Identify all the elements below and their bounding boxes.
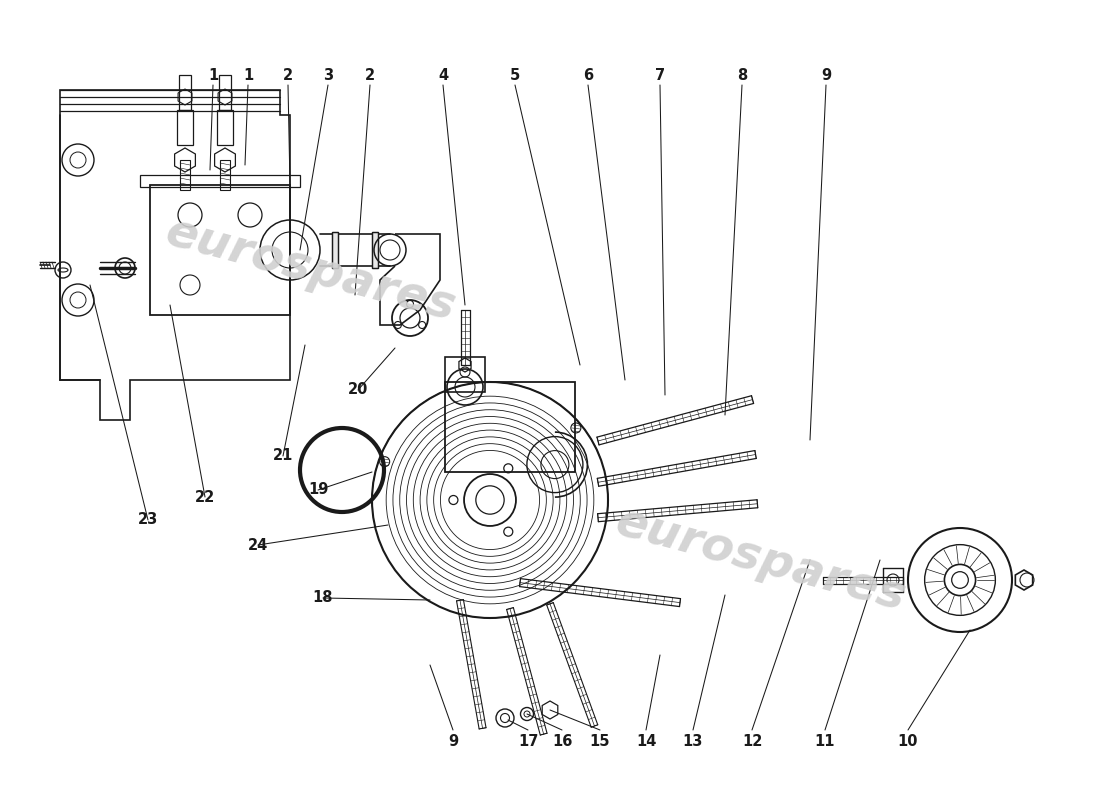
- Text: 4: 4: [438, 67, 448, 82]
- Text: 8: 8: [737, 67, 747, 82]
- Text: 14: 14: [636, 734, 657, 750]
- Text: 24: 24: [248, 538, 268, 553]
- Text: 12: 12: [741, 734, 762, 750]
- Text: 7: 7: [654, 67, 666, 82]
- FancyBboxPatch shape: [372, 232, 378, 268]
- Text: 16: 16: [552, 734, 572, 750]
- Text: 5: 5: [510, 67, 520, 82]
- Text: 9: 9: [821, 67, 832, 82]
- Text: 21: 21: [273, 449, 294, 463]
- Text: 10: 10: [898, 734, 918, 750]
- Text: 9: 9: [448, 734, 458, 750]
- Text: 15: 15: [590, 734, 610, 750]
- Text: 11: 11: [815, 734, 835, 750]
- Text: 6: 6: [583, 67, 593, 82]
- Text: 22: 22: [195, 490, 216, 505]
- Text: 17: 17: [518, 734, 538, 750]
- Text: 23: 23: [138, 513, 158, 527]
- Text: 18: 18: [312, 590, 333, 606]
- Text: 1: 1: [243, 67, 253, 82]
- Text: 13: 13: [683, 734, 703, 750]
- Text: 3: 3: [323, 67, 333, 82]
- FancyBboxPatch shape: [332, 232, 338, 268]
- Text: 20: 20: [348, 382, 369, 398]
- Text: 1: 1: [208, 67, 218, 82]
- Text: eurospares: eurospares: [160, 210, 460, 330]
- Text: 2: 2: [283, 67, 293, 82]
- Text: eurospares: eurospares: [610, 500, 910, 620]
- Text: 2: 2: [365, 67, 375, 82]
- Text: 19: 19: [308, 482, 328, 498]
